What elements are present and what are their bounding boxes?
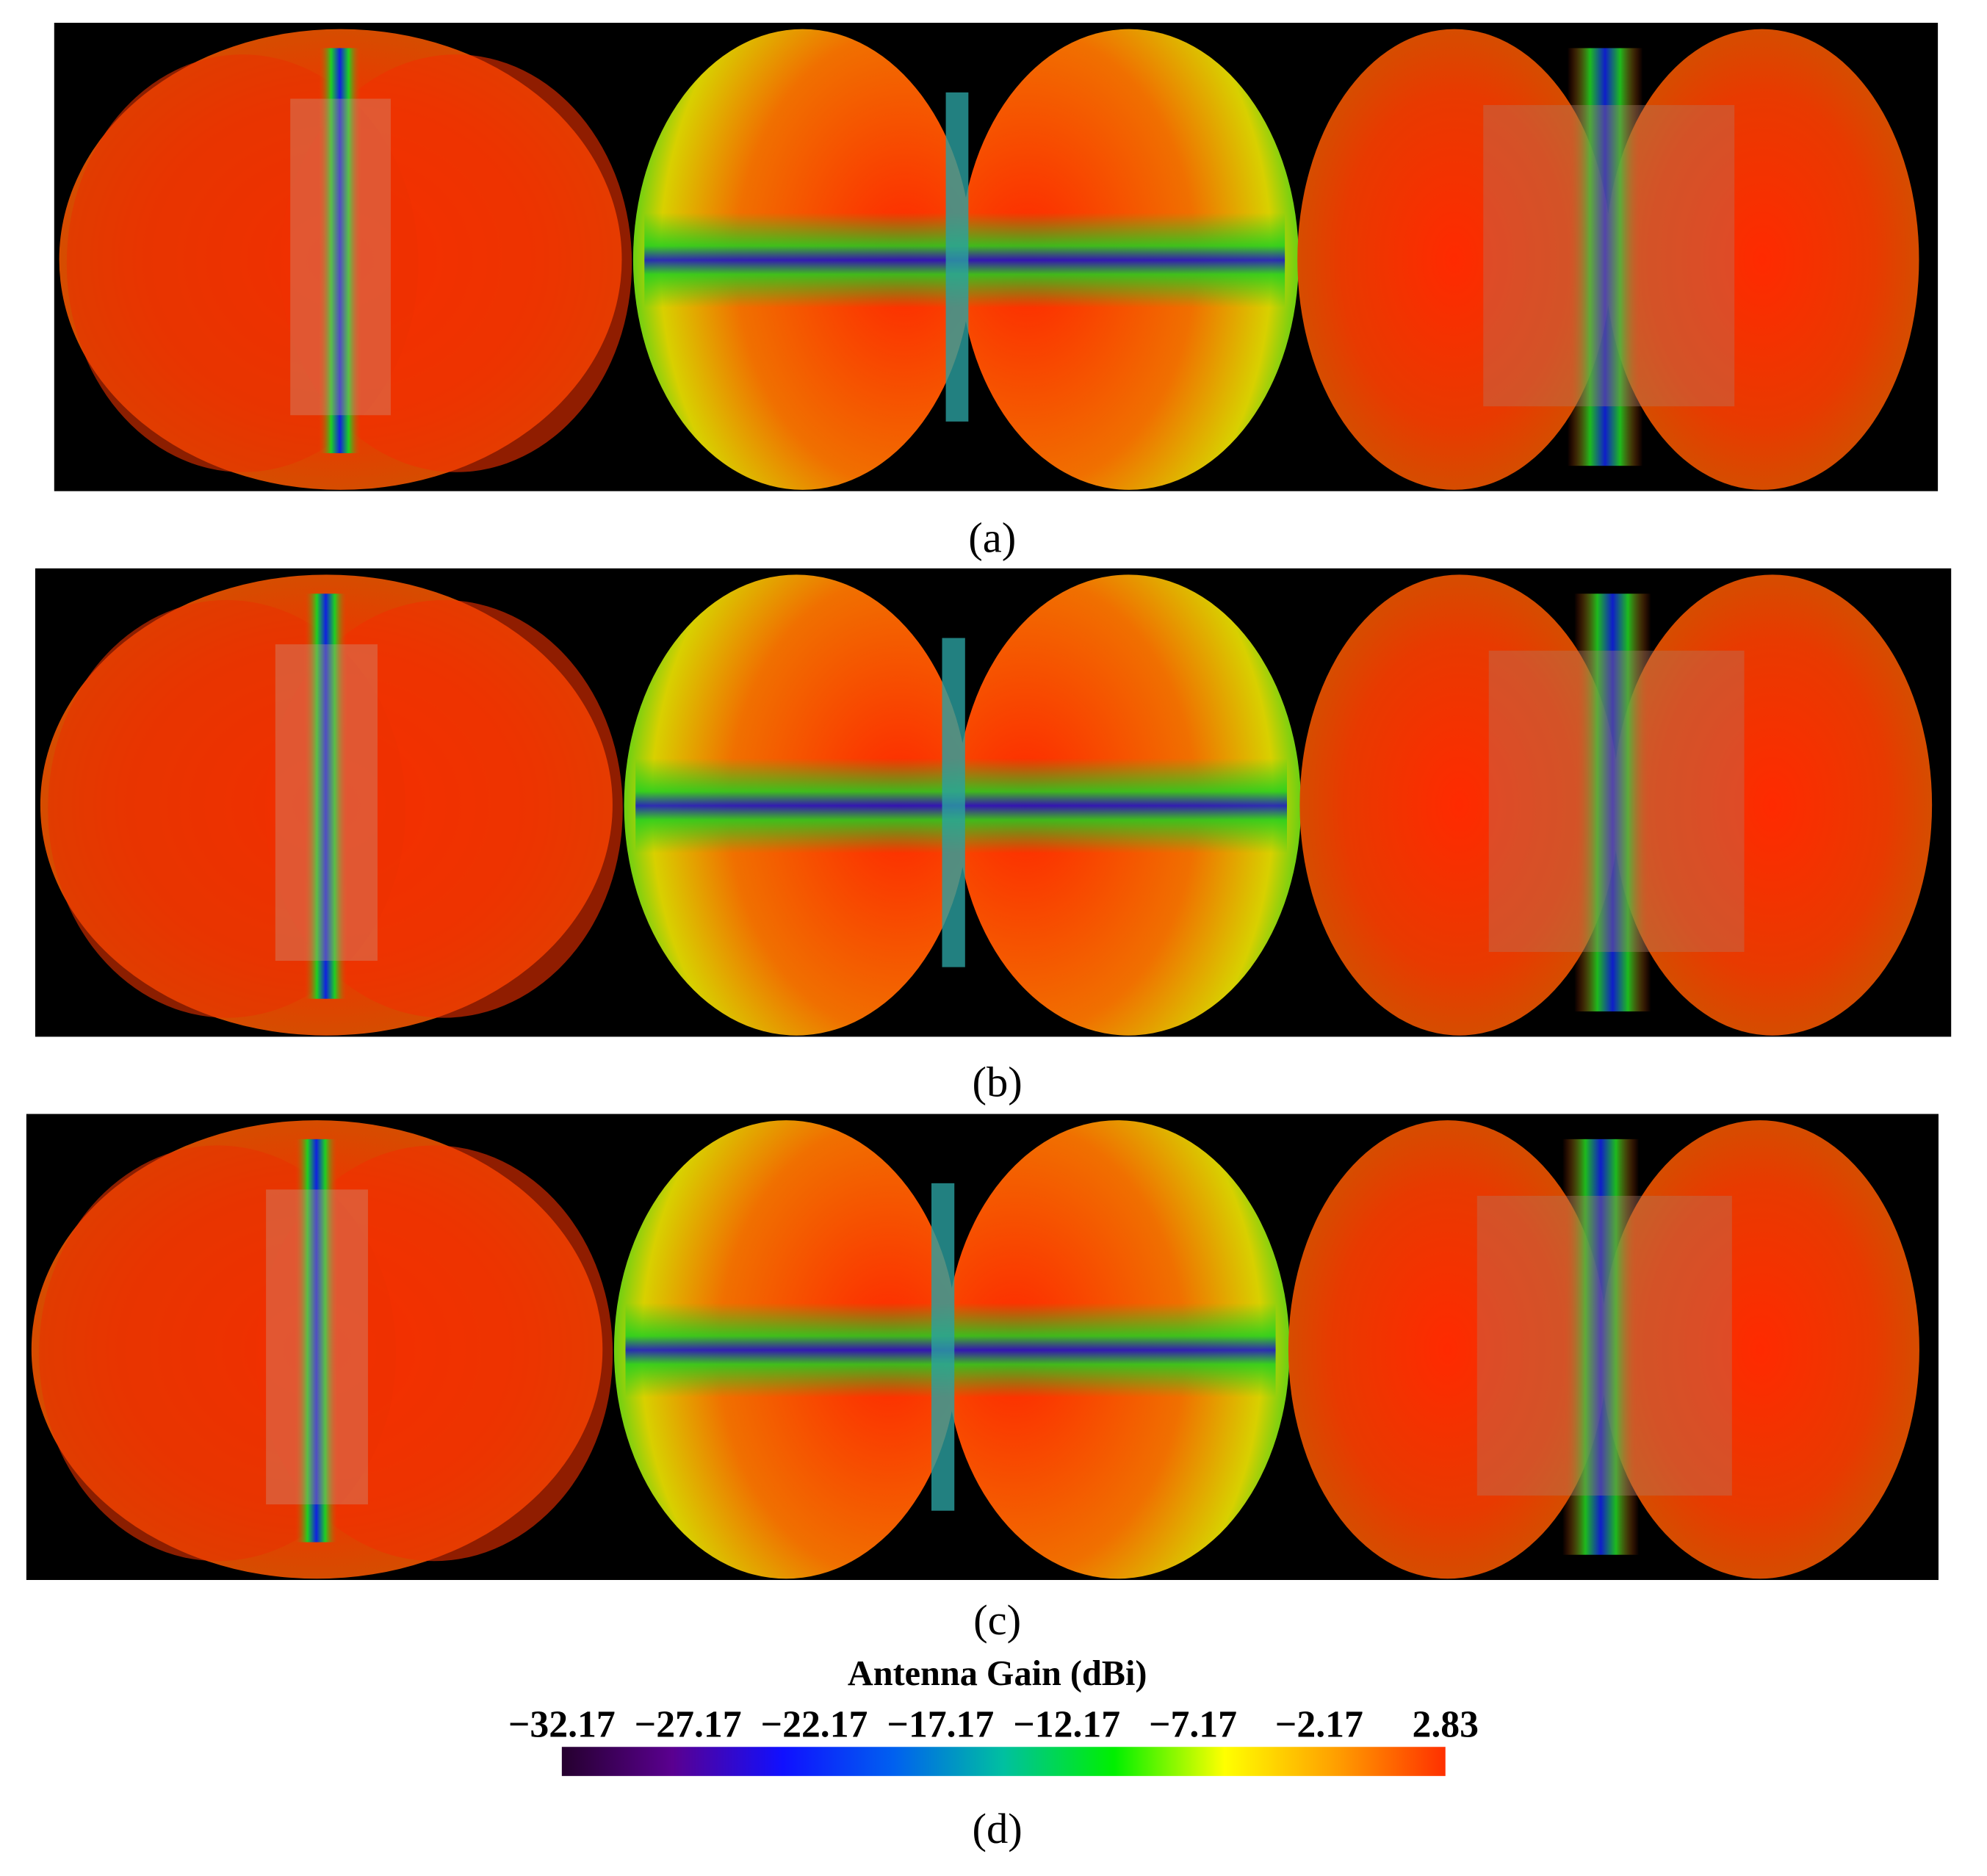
colorbar-tick-label: −27.17	[635, 1703, 742, 1745]
panel-a	[54, 23, 1939, 491]
panel-label: (b)	[973, 1058, 1023, 1105]
colorbar-tick-label: −32.17	[508, 1703, 616, 1745]
colorbar-bar	[561, 1747, 1446, 1776]
colorbar-tick-label: −17.17	[887, 1703, 994, 1745]
colorbar-tick-label: −7.17	[1149, 1703, 1237, 1745]
colorbar-tick-label: −12.17	[1013, 1703, 1120, 1745]
panel-label: (d)	[973, 1805, 1023, 1852]
panel-label: (a)	[968, 513, 1016, 561]
panel-b	[35, 568, 1952, 1037]
colorbar: −32.17 −27.17 −22.17 −17.17 −12.17 −7.17 −2.17…	[508, 1703, 1479, 1776]
colorbar-title: Antenna Gain (dBi)	[848, 1654, 1147, 1693]
panel-label: (c)	[973, 1596, 1021, 1644]
colorbar-tick-label: −2.17	[1275, 1703, 1363, 1745]
colorbar-tick-label: −22.17	[761, 1703, 868, 1745]
panel-c	[26, 1114, 1939, 1580]
colorbar-tick-label: 2.83	[1413, 1703, 1479, 1745]
